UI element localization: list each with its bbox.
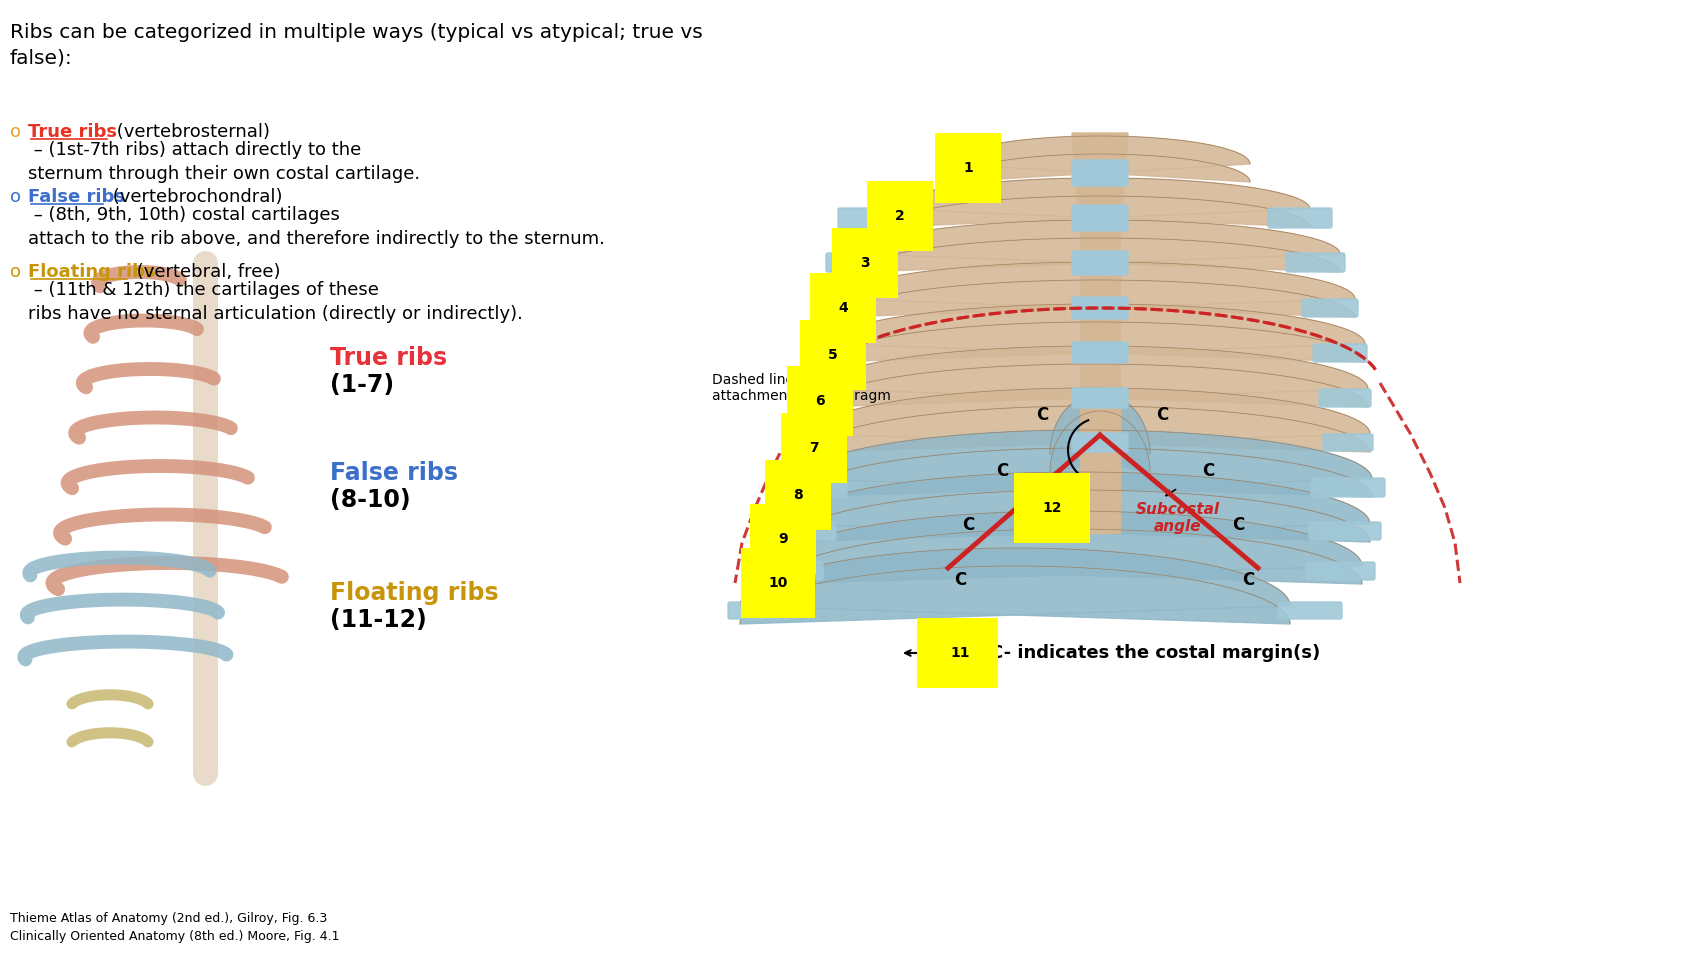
- Text: 10: 10: [769, 576, 787, 590]
- Polygon shape: [950, 136, 1251, 182]
- Text: (1-7): (1-7): [329, 373, 394, 397]
- FancyBboxPatch shape: [1312, 478, 1385, 497]
- FancyBboxPatch shape: [774, 478, 847, 497]
- Polygon shape: [740, 548, 1290, 624]
- Text: 9: 9: [779, 532, 787, 546]
- FancyBboxPatch shape: [1073, 433, 1129, 452]
- FancyBboxPatch shape: [1302, 299, 1358, 317]
- Text: C: C: [1156, 406, 1168, 424]
- FancyBboxPatch shape: [1073, 251, 1129, 275]
- Text: False ribs: False ribs: [329, 461, 458, 485]
- Polygon shape: [776, 511, 1363, 584]
- Text: Dashed line estimates
attachment of diaphragm: Dashed line estimates attachment of diap…: [713, 373, 891, 403]
- Text: Subcostal
angle: Subcostal angle: [1135, 502, 1220, 534]
- FancyBboxPatch shape: [1319, 389, 1371, 407]
- Text: (11-12): (11-12): [329, 608, 426, 632]
- Text: Thieme Atlas of Anatomy (2nd ed.), Gilroy, Fig. 6.3
Clinically Oriented Anatomy : Thieme Atlas of Anatomy (2nd ed.), Gilro…: [10, 912, 339, 943]
- Text: True ribs: True ribs: [329, 346, 446, 370]
- Text: 12: 12: [1042, 501, 1062, 515]
- FancyBboxPatch shape: [1073, 160, 1129, 186]
- FancyBboxPatch shape: [804, 344, 859, 362]
- Text: C: C: [1035, 406, 1049, 424]
- Text: o: o: [10, 123, 20, 141]
- Polygon shape: [828, 304, 1364, 362]
- Text: C: C: [962, 516, 974, 534]
- FancyBboxPatch shape: [815, 299, 871, 317]
- FancyBboxPatch shape: [826, 253, 886, 272]
- FancyBboxPatch shape: [1073, 205, 1129, 231]
- Polygon shape: [818, 346, 1368, 407]
- Polygon shape: [811, 388, 1369, 452]
- Text: 6: 6: [815, 394, 825, 408]
- Text: C: C: [1242, 571, 1254, 589]
- Text: 5: 5: [828, 348, 838, 362]
- FancyBboxPatch shape: [1073, 297, 1129, 319]
- FancyBboxPatch shape: [838, 208, 903, 228]
- Text: False ribs: False ribs: [27, 188, 126, 206]
- Text: 2: 2: [894, 209, 905, 223]
- Text: (vertebral, free): (vertebral, free): [131, 263, 280, 281]
- Text: 11: 11: [950, 646, 969, 660]
- FancyBboxPatch shape: [1278, 602, 1342, 619]
- Polygon shape: [787, 472, 1369, 542]
- Text: Floating ribs: Floating ribs: [27, 263, 156, 281]
- Polygon shape: [889, 178, 1310, 227]
- Text: – (11th & 12th) the cartilages of these
ribs have no sternal articulation (direc: – (11th & 12th) the cartilages of these …: [27, 281, 523, 323]
- FancyBboxPatch shape: [1073, 342, 1129, 363]
- Text: – (1st-7th ribs) attach directly to the
sternum through their own costal cartila: – (1st-7th ribs) attach directly to the …: [27, 141, 421, 183]
- Text: C: C: [954, 571, 966, 589]
- Text: C- indicates the costal margin(s): C- indicates the costal margin(s): [989, 644, 1320, 662]
- Text: 11: 11: [945, 646, 964, 660]
- Text: Ribs can be categorized in multiple ways (typical vs atypical; true vs
false):: Ribs can be categorized in multiple ways…: [10, 23, 703, 67]
- Text: 7: 7: [809, 441, 820, 455]
- Text: (vertebrosternal): (vertebrosternal): [110, 123, 270, 141]
- Text: (8-10): (8-10): [329, 488, 411, 512]
- Polygon shape: [1050, 393, 1151, 472]
- FancyBboxPatch shape: [753, 562, 823, 580]
- Text: 1: 1: [964, 161, 972, 175]
- Text: C: C: [1232, 516, 1244, 534]
- Polygon shape: [860, 220, 1341, 272]
- Text: Floating ribs: Floating ribs: [329, 581, 499, 605]
- Polygon shape: [799, 430, 1371, 497]
- Text: C: C: [1201, 462, 1213, 480]
- FancyBboxPatch shape: [787, 434, 837, 451]
- Text: (vertebrochondral): (vertebrochondral): [107, 188, 282, 206]
- FancyBboxPatch shape: [1307, 562, 1375, 580]
- Text: True ribs: True ribs: [27, 123, 117, 141]
- Text: 8: 8: [792, 488, 803, 502]
- FancyBboxPatch shape: [1073, 388, 1129, 408]
- Polygon shape: [1079, 213, 1120, 533]
- Polygon shape: [1073, 133, 1129, 213]
- Text: – (8th, 9th, 10th) costal cartilages
attach to the rib above, and therefore indi: – (8th, 9th, 10th) costal cartilages att…: [27, 206, 604, 247]
- FancyBboxPatch shape: [1324, 434, 1373, 451]
- FancyBboxPatch shape: [728, 602, 792, 619]
- Text: 3: 3: [860, 256, 871, 270]
- FancyBboxPatch shape: [1268, 208, 1332, 228]
- FancyBboxPatch shape: [1313, 344, 1368, 362]
- Text: 4: 4: [838, 301, 848, 315]
- Text: o: o: [10, 263, 20, 281]
- FancyBboxPatch shape: [1308, 522, 1381, 540]
- FancyBboxPatch shape: [764, 522, 837, 540]
- FancyBboxPatch shape: [1286, 253, 1346, 272]
- FancyBboxPatch shape: [794, 389, 847, 407]
- Text: C: C: [996, 462, 1008, 480]
- Text: o: o: [10, 188, 20, 206]
- Polygon shape: [840, 262, 1354, 317]
